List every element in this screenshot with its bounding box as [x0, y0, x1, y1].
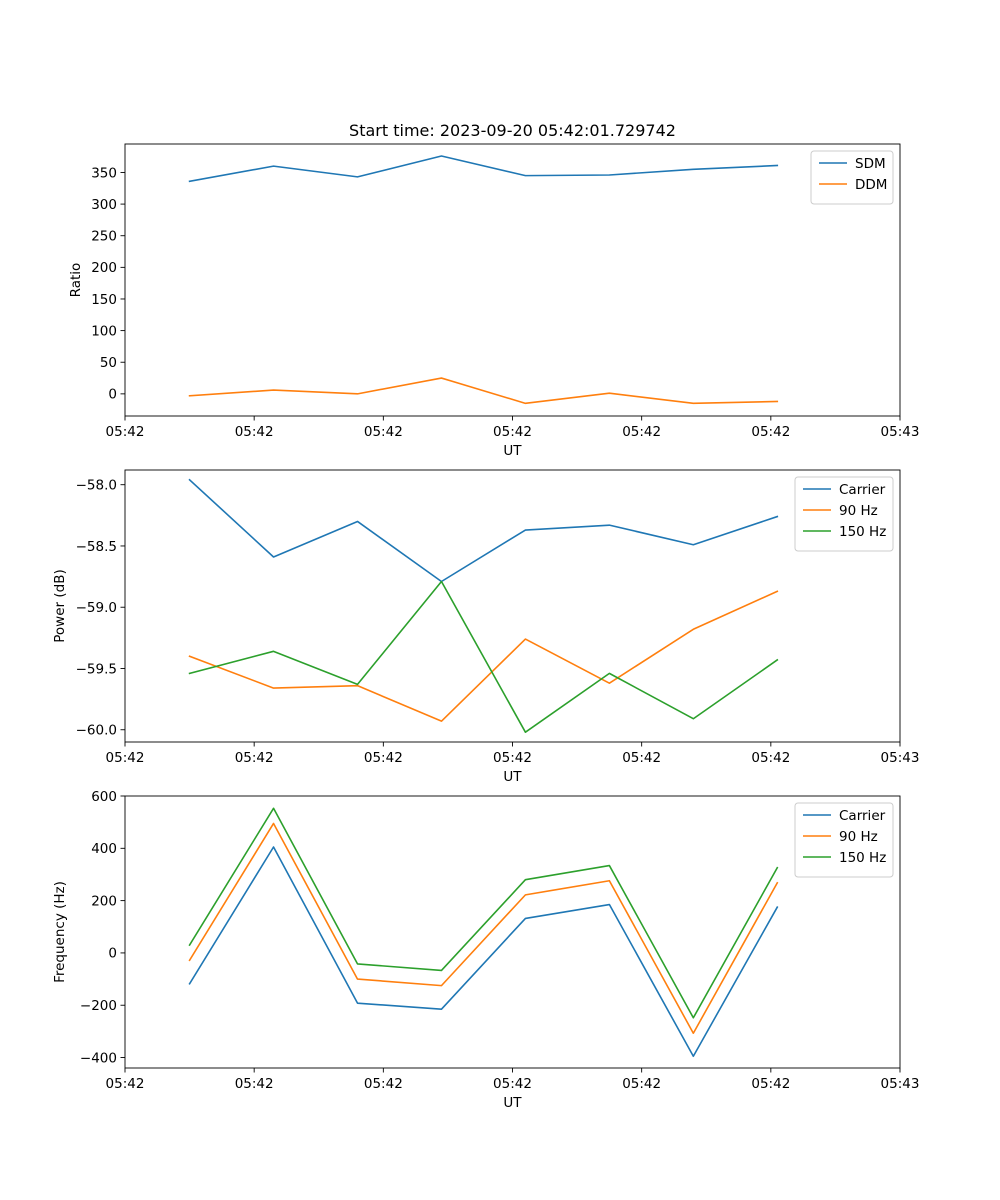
- x-axis-label: UT: [503, 769, 522, 785]
- x-tick-label: 05:42: [622, 424, 661, 440]
- y-tick-label: 300: [91, 197, 117, 213]
- x-tick-label: 05:42: [106, 750, 145, 766]
- x-tick-label: 05:42: [751, 750, 790, 766]
- x-tick-label: 05:43: [881, 1076, 920, 1092]
- y-tick-label: −59.0: [76, 600, 117, 616]
- y-axis-label: Ratio: [68, 263, 84, 298]
- x-tick-label: 05:42: [106, 424, 145, 440]
- y-tick-label: −400: [80, 1050, 117, 1066]
- x-tick-label: 05:42: [364, 424, 403, 440]
- legend: Carrier 90 Hz 150 Hz: [794, 476, 894, 552]
- series-line-150-hz: [188, 807, 779, 1019]
- legend: Carrier 90 Hz 150 Hz: [794, 802, 894, 878]
- y-tick-label: −60.0: [76, 723, 117, 739]
- x-tick-label: 05:42: [106, 1076, 145, 1092]
- y-axis-label: Power (dB): [52, 569, 68, 642]
- y-tick-label: −59.5: [76, 661, 117, 677]
- legend-box: [794, 802, 894, 878]
- x-tick-label: 05:42: [622, 1076, 661, 1092]
- legend-entry-label: 90 Hz: [839, 829, 878, 845]
- legend-entry-label: 90 Hz: [839, 503, 878, 519]
- y-axis-label: Frequency (Hz): [52, 881, 68, 983]
- y-tick-label: 100: [91, 323, 117, 339]
- subplot-3: −400 −200 0 200 400 600 05:42 05:42 05:42 05:42 05…: [52, 789, 919, 1111]
- x-axis-label: UT: [503, 1095, 522, 1111]
- legend-entry-label: 150 Hz: [839, 524, 886, 540]
- x-tick-label: 05:42: [235, 424, 274, 440]
- x-tick-label: 05:43: [881, 424, 920, 440]
- series-line-150-hz: [188, 580, 779, 734]
- y-tick-label: −200: [80, 998, 117, 1014]
- y-tick-label: 0: [108, 387, 117, 403]
- series-line-carrier: [188, 478, 779, 583]
- y-tick-label: 400: [91, 841, 117, 857]
- subplot-2: −60.0 −59.5 −59.0 −58.5 −58.0 05:42 05:42 05:42…: [52, 469, 920, 785]
- y-tick-label: 200: [91, 260, 117, 276]
- legend-box: [794, 476, 894, 552]
- x-tick-label: 05:42: [493, 750, 532, 766]
- series-line-90-hz: [188, 822, 779, 1035]
- plots: 0 50 100 150 200 250 300 350 05:42 05:42 05:42 05:4…: [52, 143, 920, 1111]
- x-tick-label: 05:42: [235, 750, 274, 766]
- x-tick-label: 05:42: [751, 424, 790, 440]
- x-tick-label: 05:43: [881, 750, 920, 766]
- y-tick-label: 350: [91, 165, 117, 181]
- x-axis-label: UT: [503, 443, 522, 459]
- legend-entry-label: SDM: [855, 156, 886, 172]
- legend-entry-label: Carrier: [839, 808, 886, 824]
- subplot-1: 0 50 100 150 200 250 300 350 05:42 05:42 05:42 05:4…: [68, 143, 920, 459]
- series-line-carrier: [188, 846, 779, 1058]
- y-tick-label: 600: [91, 789, 117, 805]
- y-tick-label: 250: [91, 229, 117, 245]
- y-tick-label: −58.0: [76, 478, 117, 494]
- x-tick-label: 05:42: [622, 750, 661, 766]
- x-tick-label: 05:42: [493, 1076, 532, 1092]
- x-tick-label: 05:42: [364, 1076, 403, 1092]
- series-line-ddm: [188, 377, 779, 405]
- legend-entry-label: 150 Hz: [839, 850, 886, 866]
- legend-box: [810, 150, 894, 205]
- y-tick-label: 150: [91, 292, 117, 308]
- y-tick-label: −58.5: [76, 539, 117, 555]
- y-tick-label: 50: [100, 355, 117, 371]
- series-line-sdm: [188, 155, 779, 183]
- legend-entry-label: Carrier: [839, 482, 886, 498]
- series-line-90-hz: [188, 590, 779, 722]
- legend-entry-label: DDM: [855, 177, 887, 193]
- x-tick-label: 05:42: [364, 750, 403, 766]
- chart-title: Start time: 2023-09-20 05:42:01.729742: [349, 121, 676, 140]
- x-tick-label: 05:42: [493, 424, 532, 440]
- legend: SDM DDM: [810, 150, 894, 205]
- y-tick-label: 0: [108, 946, 117, 962]
- y-tick-label: 200: [91, 893, 117, 909]
- x-tick-label: 05:42: [751, 1076, 790, 1092]
- x-tick-label: 05:42: [235, 1076, 274, 1092]
